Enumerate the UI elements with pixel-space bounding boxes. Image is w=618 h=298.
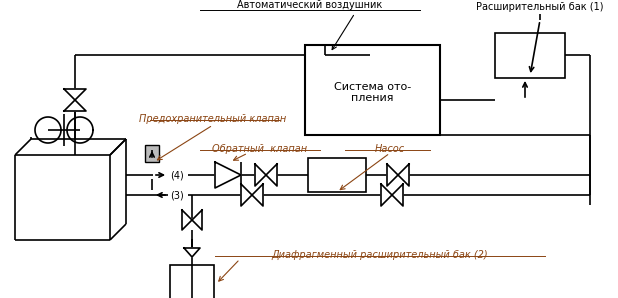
Text: Обратный  клапан: Обратный клапан xyxy=(213,144,308,154)
Text: (4): (4) xyxy=(170,170,184,180)
Bar xyxy=(170,265,214,298)
Text: Предохранительный клапан: Предохранительный клапан xyxy=(140,114,287,124)
Bar xyxy=(308,158,366,192)
Text: (3): (3) xyxy=(170,190,184,200)
Polygon shape xyxy=(392,184,403,206)
Bar xyxy=(305,45,440,135)
Polygon shape xyxy=(387,164,398,186)
Polygon shape xyxy=(64,89,86,100)
Bar xyxy=(495,33,565,78)
Text: Диафрагменный расширительный бак (2): Диафрагменный расширительный бак (2) xyxy=(272,250,488,260)
Text: Расширительный бак (1): Расширительный бак (1) xyxy=(476,2,604,12)
Polygon shape xyxy=(184,248,200,257)
Polygon shape xyxy=(192,210,202,230)
Text: Автоматический воздушник: Автоматический воздушник xyxy=(237,0,383,10)
Polygon shape xyxy=(182,210,192,230)
Polygon shape xyxy=(241,184,252,206)
Text: Насос: Насос xyxy=(375,144,405,154)
Polygon shape xyxy=(252,184,263,206)
Polygon shape xyxy=(398,164,409,186)
Polygon shape xyxy=(64,100,86,111)
Polygon shape xyxy=(381,184,392,206)
Text: Система ото-: Система ото- xyxy=(334,82,411,92)
Polygon shape xyxy=(215,162,241,188)
Polygon shape xyxy=(255,164,266,186)
Polygon shape xyxy=(266,164,277,186)
Bar xyxy=(145,145,159,162)
Text: пления: пления xyxy=(351,93,394,103)
